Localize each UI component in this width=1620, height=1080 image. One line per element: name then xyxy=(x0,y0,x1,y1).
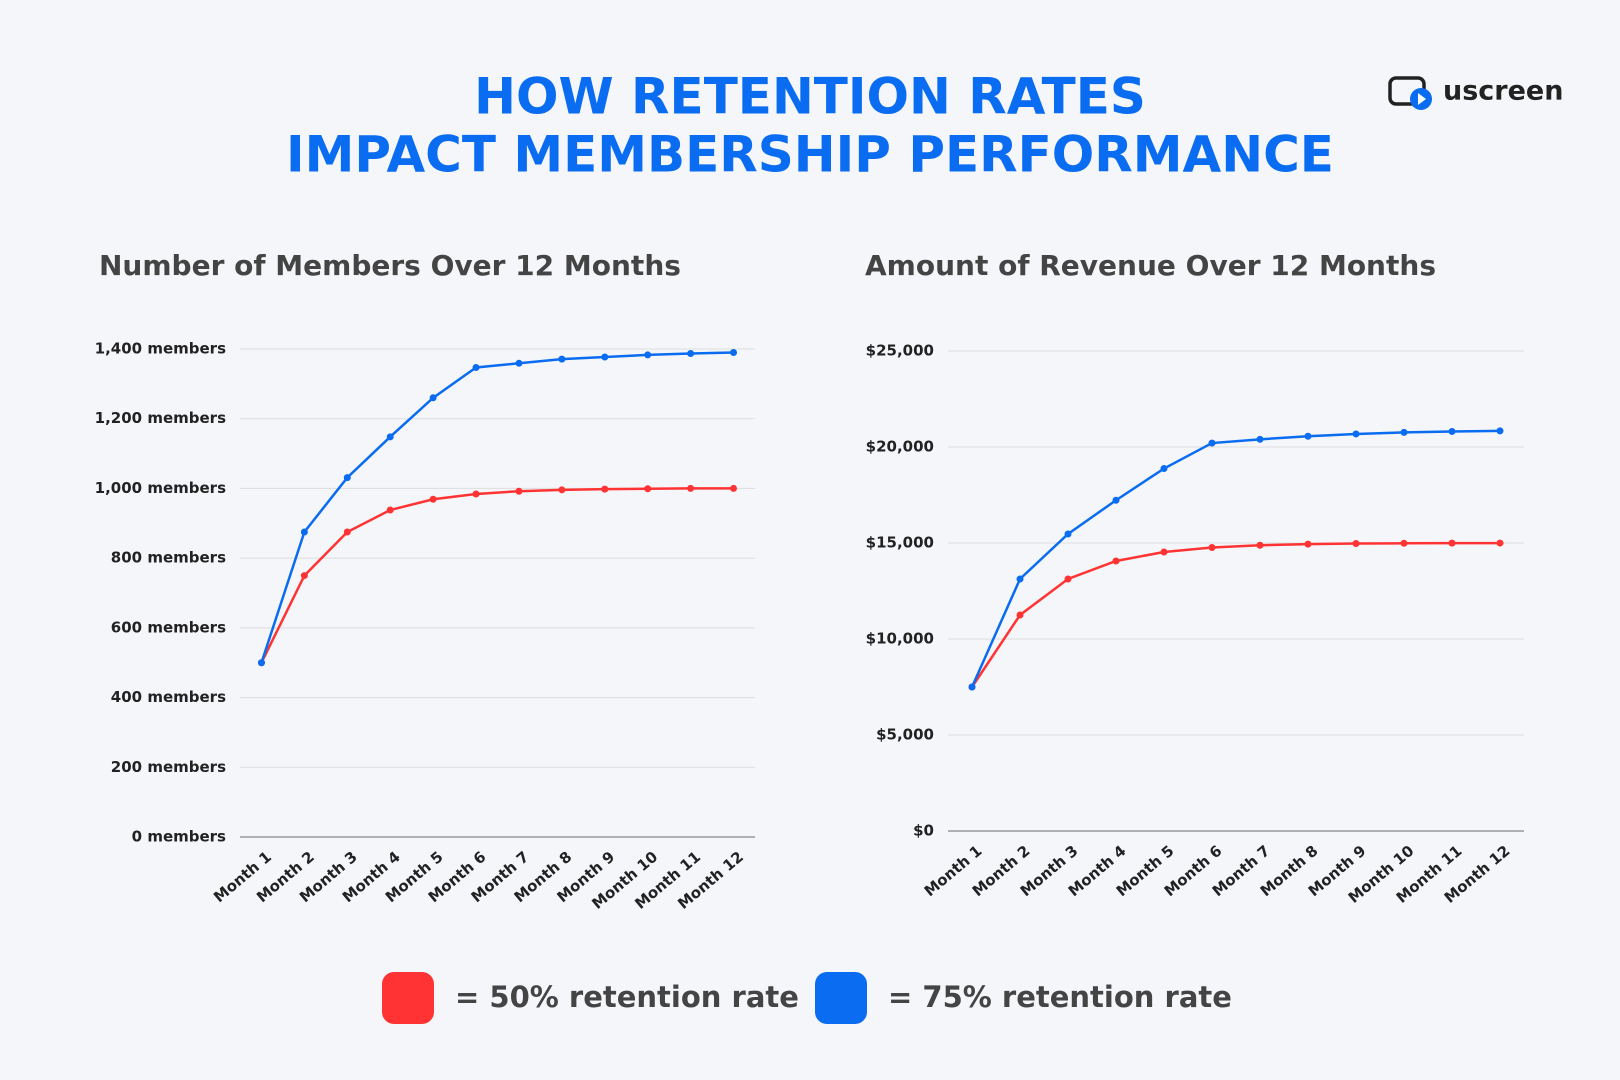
y-tick-label: $5,000 xyxy=(876,726,934,744)
series-line xyxy=(970,429,1501,688)
data-point xyxy=(1256,541,1264,549)
legend-label: = 50% retention rate xyxy=(455,980,799,1014)
series-line xyxy=(260,351,734,664)
y-tick-label: 600 members xyxy=(111,618,226,636)
y-tick-label: 1,400 members xyxy=(95,340,226,358)
logo-icon xyxy=(1418,93,1426,105)
data-point xyxy=(1496,539,1504,547)
data-point xyxy=(515,487,523,495)
data-point xyxy=(601,353,609,361)
data-point xyxy=(687,350,695,358)
data-point xyxy=(429,394,437,402)
data-point xyxy=(644,485,652,493)
data-point xyxy=(730,348,738,356)
data-point xyxy=(1448,539,1456,547)
data-point xyxy=(644,351,652,359)
data-point xyxy=(1448,427,1456,435)
data-point xyxy=(343,528,351,536)
data-point xyxy=(472,490,480,498)
chart-title: Amount of Revenue Over 12 Months xyxy=(865,249,1436,282)
data-point xyxy=(1400,428,1408,436)
y-tick-label: $0 xyxy=(913,822,934,840)
data-point xyxy=(1208,543,1216,551)
data-point xyxy=(300,528,308,536)
data-point xyxy=(1112,496,1120,504)
data-point xyxy=(429,495,437,503)
y-tick-label: 1,000 members xyxy=(95,479,226,497)
data-point xyxy=(730,484,738,492)
logo: uscreen xyxy=(1388,76,1563,110)
legend-swatch xyxy=(815,972,867,1024)
y-tick-label: 800 members xyxy=(111,549,226,567)
y-tick-label: 400 members xyxy=(111,688,226,706)
page-title: HOW RETENTION RATES xyxy=(474,68,1146,126)
page-title: IMPACT MEMBERSHIP PERFORMANCE xyxy=(286,126,1334,184)
series-line xyxy=(260,487,734,664)
data-point xyxy=(1112,557,1120,565)
data-point xyxy=(1160,548,1168,556)
data-point xyxy=(1064,575,1072,583)
data-point xyxy=(968,683,976,691)
data-point xyxy=(1400,539,1408,547)
y-tick-label: 200 members xyxy=(111,758,226,776)
data-point xyxy=(558,355,566,363)
legend-swatch xyxy=(382,972,434,1024)
data-point xyxy=(1016,611,1024,619)
data-point xyxy=(386,506,394,514)
data-point xyxy=(1160,465,1168,473)
data-point xyxy=(1304,540,1312,548)
data-point xyxy=(1016,575,1024,583)
data-point xyxy=(1064,530,1072,538)
data-point xyxy=(343,474,351,482)
data-point xyxy=(601,485,609,493)
series-line xyxy=(970,541,1501,688)
y-tick-label: 0 members xyxy=(132,828,226,846)
data-point xyxy=(472,363,480,371)
y-tick-label: $25,000 xyxy=(866,342,934,360)
y-tick-label: $10,000 xyxy=(866,630,934,648)
logo-text: uscreen xyxy=(1443,76,1563,107)
data-point xyxy=(257,659,265,667)
data-point xyxy=(1208,439,1216,447)
data-point xyxy=(687,484,695,492)
data-point xyxy=(386,433,394,441)
data-point xyxy=(1304,432,1312,440)
legend-label: = 75% retention rate xyxy=(888,980,1232,1014)
data-point xyxy=(1352,430,1360,438)
chart-title: Number of Members Over 12 Months xyxy=(99,249,681,282)
data-point xyxy=(1352,540,1360,548)
y-tick-label: $20,000 xyxy=(866,438,934,456)
data-point xyxy=(1496,427,1504,435)
y-tick-label: $15,000 xyxy=(866,534,934,552)
data-point xyxy=(1256,435,1264,443)
data-point xyxy=(558,486,566,494)
data-point xyxy=(300,572,308,580)
y-tick-label: 1,200 members xyxy=(95,409,226,427)
data-point xyxy=(515,359,523,367)
